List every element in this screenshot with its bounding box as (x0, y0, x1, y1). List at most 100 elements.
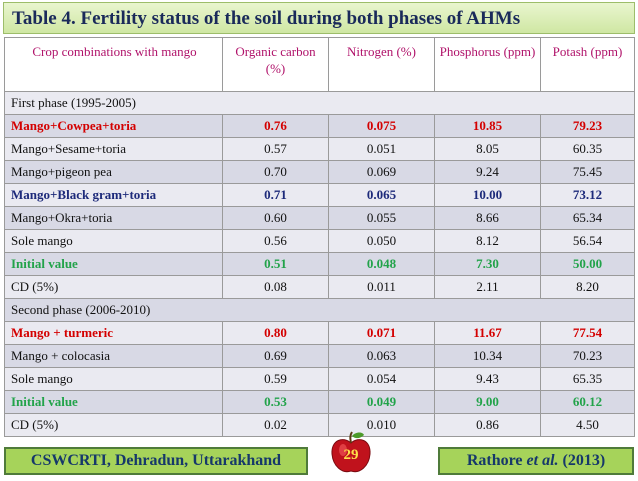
crop-cell: Initial value (4, 252, 223, 276)
table-row: Initial value 0.51 0.048 7.30 50.00 (4, 252, 635, 276)
table-row: Mango + turmeric 0.80 0.071 11.67 77.54 (4, 321, 635, 345)
potash-cell: 77.54 (540, 321, 635, 345)
phosphorus-cell: 9.43 (434, 367, 541, 391)
potash-cell: 60.35 (540, 137, 635, 161)
crop-cell: Initial value (4, 390, 223, 414)
organic-carbon-cell: 0.02 (222, 413, 329, 437)
crop-cell: Mango + colocasia (4, 344, 223, 368)
organic-carbon-cell: 0.57 (222, 137, 329, 161)
nitrogen-cell: 0.011 (328, 275, 435, 299)
table-row: CD (5%) 0.08 0.011 2.11 8.20 (4, 275, 635, 299)
organic-carbon-cell: 0.08 (222, 275, 329, 299)
table-row: Mango + colocasia 0.69 0.063 10.34 70.23 (4, 344, 635, 368)
potash-cell: 4.50 (540, 413, 635, 437)
crop-cell: Mango+Black gram+toria (4, 183, 223, 207)
table-row: CD (5%) 0.02 0.010 0.86 4.50 (4, 413, 635, 437)
citation-box: Rathore et al. (2013) (438, 447, 634, 475)
organic-carbon-cell: 0.51 (222, 252, 329, 276)
phase-label: Second phase (2006-2010) (4, 298, 635, 322)
nitrogen-cell: 0.055 (328, 206, 435, 230)
crop-cell: CD (5%) (4, 413, 223, 437)
phosphorus-cell: 8.66 (434, 206, 541, 230)
citation-year: (2013) (558, 452, 606, 469)
nitrogen-cell: 0.069 (328, 160, 435, 184)
phase-row: First phase (1995-2005) (4, 91, 635, 115)
potash-cell: 75.45 (540, 160, 635, 184)
potash-cell: 70.23 (540, 344, 635, 368)
potash-cell: 60.12 (540, 390, 635, 414)
nitrogen-cell: 0.050 (328, 229, 435, 253)
header-potash: Potash (ppm) (540, 37, 635, 92)
potash-cell: 8.20 (540, 275, 635, 299)
nitrogen-cell: 0.054 (328, 367, 435, 391)
phosphorus-cell: 11.67 (434, 321, 541, 345)
phase-label: First phase (1995-2005) (4, 91, 635, 115)
nitrogen-cell: 0.051 (328, 137, 435, 161)
potash-cell: 56.54 (540, 229, 635, 253)
table-body: Crop combinations with mango Organic car… (4, 37, 635, 437)
phosphorus-cell: 2.11 (434, 275, 541, 299)
nitrogen-cell: 0.065 (328, 183, 435, 207)
phosphorus-cell: 10.34 (434, 344, 541, 368)
potash-cell: 65.34 (540, 206, 635, 230)
organic-carbon-cell: 0.69 (222, 344, 329, 368)
phosphorus-cell: 8.12 (434, 229, 541, 253)
table-row: Sole mango 0.56 0.050 8.12 56.54 (4, 229, 635, 253)
crop-cell: Mango+Cowpea+toria (4, 114, 223, 138)
citation-label: Rathore et al. (2013) (440, 452, 632, 470)
apple-icon: 29 (328, 430, 374, 476)
organic-carbon-cell: 0.71 (222, 183, 329, 207)
table-row: Sole mango 0.59 0.054 9.43 65.35 (4, 367, 635, 391)
potash-cell: 79.23 (540, 114, 635, 138)
organic-carbon-cell: 0.53 (222, 390, 329, 414)
nitrogen-cell: 0.075 (328, 114, 435, 138)
header-nitrogen: Nitrogen (%) (328, 37, 435, 92)
organic-carbon-cell: 0.76 (222, 114, 329, 138)
potash-cell: 65.35 (540, 367, 635, 391)
phosphorus-cell: 7.30 (434, 252, 541, 276)
nitrogen-cell: 0.071 (328, 321, 435, 345)
fertility-table: Crop combinations with mango Organic car… (4, 37, 635, 437)
institute-label: CSWCRTI, Dehradun, Uttarakhand (30, 452, 282, 469)
citation-author: Rathore (466, 452, 527, 469)
table-row: Mango+Sesame+toria 0.57 0.051 8.05 60.35 (4, 137, 635, 161)
nitrogen-cell: 0.010 (328, 413, 435, 437)
header-organic-carbon: Organic carbon (%) (222, 37, 329, 92)
phosphorus-cell: 8.05 (434, 137, 541, 161)
table-row: Mango+pigeon pea 0.70 0.069 9.24 75.45 (4, 160, 635, 184)
crop-cell: Mango + turmeric (4, 321, 223, 345)
crop-cell: Mango+Okra+toria (4, 206, 223, 230)
crop-cell: CD (5%) (4, 275, 223, 299)
organic-carbon-cell: 0.60 (222, 206, 329, 230)
potash-cell: 50.00 (540, 252, 635, 276)
phosphorus-cell: 10.00 (434, 183, 541, 207)
table-row: Mango+Okra+toria 0.60 0.055 8.66 65.34 (4, 206, 635, 230)
crop-cell: Sole mango (4, 367, 223, 391)
slide-title: Table 4. Fertility status of the soil du… (12, 8, 521, 29)
organic-carbon-cell: 0.56 (222, 229, 329, 253)
organic-carbon-cell: 0.70 (222, 160, 329, 184)
crop-cell: Sole mango (4, 229, 223, 253)
table-row: Mango+Black gram+toria 0.71 0.065 10.00 73.1… (4, 183, 635, 207)
title-bar: Table 4. Fertility status of the soil du… (3, 2, 635, 34)
table-row: Initial value 0.53 0.049 9.00 60.12 (4, 390, 635, 414)
potash-cell: 73.12 (540, 183, 635, 207)
organic-carbon-cell: 0.80 (222, 321, 329, 345)
table-row: Mango+Cowpea+toria 0.76 0.075 10.85 79.23 (4, 114, 635, 138)
table-header-row: Crop combinations with mango Organic car… (4, 37, 635, 92)
phase-row: Second phase (2006-2010) (4, 298, 635, 322)
nitrogen-cell: 0.048 (328, 252, 435, 276)
crop-cell: Mango+Sesame+toria (4, 137, 223, 161)
header-phosphorus: Phosphorus (ppm) (434, 37, 541, 92)
header-crop: Crop combinations with mango (4, 37, 223, 92)
institute-box: CSWCRTI, Dehradun, Uttarakhand (4, 447, 308, 475)
phosphorus-cell: 10.85 (434, 114, 541, 138)
page-number: 29 (343, 447, 359, 463)
organic-carbon-cell: 0.59 (222, 367, 329, 391)
crop-cell: Mango+pigeon pea (4, 160, 223, 184)
nitrogen-cell: 0.049 (328, 390, 435, 414)
phosphorus-cell: 0.86 (434, 413, 541, 437)
citation-etal: et al. (526, 452, 559, 469)
nitrogen-cell: 0.063 (328, 344, 435, 368)
phosphorus-cell: 9.24 (434, 160, 541, 184)
